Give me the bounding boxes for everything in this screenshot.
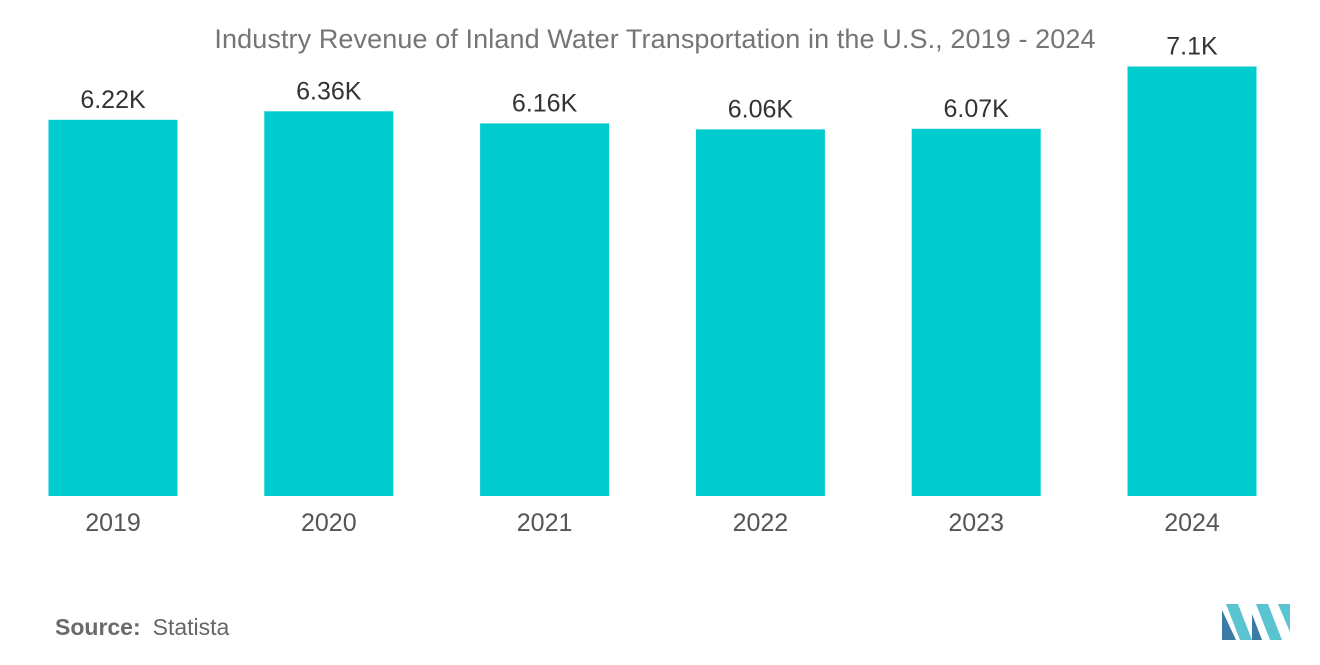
data-label-2024: 7.1K xyxy=(1166,33,1218,61)
bar-2021 xyxy=(480,123,610,497)
x-axis-tick-labels: 2019 2020 2021 2022 2023 2024 xyxy=(85,509,1220,537)
bars-layer xyxy=(48,66,1257,497)
data-label-2021: 6.16K xyxy=(512,89,578,117)
bar-2019 xyxy=(48,119,178,497)
data-label-2019: 6.22K xyxy=(80,86,146,114)
bar-2020 xyxy=(264,111,394,497)
x-tick-label-2019: 2019 xyxy=(85,509,141,537)
x-tick-label-2023: 2023 xyxy=(948,509,1004,537)
x-tick-label-2024: 2024 xyxy=(1164,509,1220,537)
data-label-2022: 6.06K xyxy=(728,95,794,123)
source-value: Statista xyxy=(152,614,230,640)
bar-2022 xyxy=(695,129,825,496)
chart-title: Industry Revenue of Inland Water Transpo… xyxy=(214,24,1096,54)
source-note: Source: Statista xyxy=(55,614,229,641)
bar-2024 xyxy=(1127,66,1257,496)
source-label: Source: xyxy=(55,614,141,640)
data-label-2020: 6.36K xyxy=(296,77,362,105)
bar-2023 xyxy=(911,128,1041,497)
mordor-intelligence-logo-icon xyxy=(1222,604,1290,640)
x-tick-label-2022: 2022 xyxy=(733,509,789,537)
data-labels-layer: 6.22K 6.36K 6.16K 6.06K 6.07K 7.1K xyxy=(80,33,1218,124)
data-label-2023: 6.07K xyxy=(944,95,1010,123)
x-tick-label-2021: 2021 xyxy=(517,509,573,537)
x-tick-label-2020: 2020 xyxy=(301,509,357,537)
